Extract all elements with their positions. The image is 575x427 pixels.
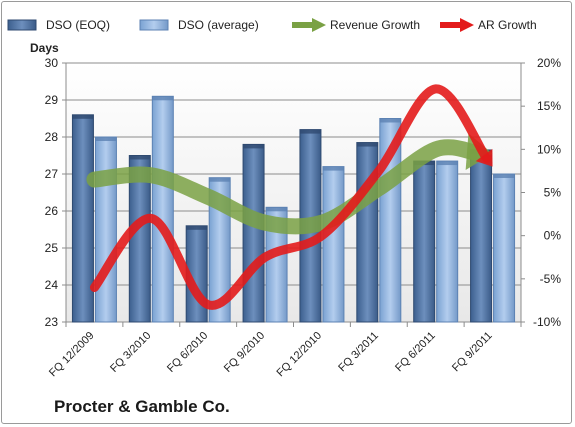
bar-dso-eoq (413, 160, 436, 323)
bar-dso-average-cap (95, 137, 117, 141)
x-tick-label: FQ 12/2010 (274, 330, 324, 380)
y-tick-label: 25 (45, 241, 59, 255)
legend-label: Revenue Growth (330, 18, 420, 32)
series-lines (86, 84, 493, 310)
bar-dso-eoq-cap (129, 155, 151, 160)
bar-dso-average (493, 173, 516, 323)
legend-label: DSO (average) (178, 18, 259, 32)
x-tick-label: FQ 3/2010 (108, 330, 153, 375)
ar-growth-arrowhead (475, 148, 493, 167)
x-tick-label: FQ 9/2010 (222, 330, 267, 375)
revenue-growth-line (86, 139, 483, 235)
y-tick-label: 26 (45, 204, 59, 218)
bar-dso-eoq-cap (186, 225, 208, 230)
y2-tick-label: -10% (533, 315, 561, 329)
bar-dso-eoq (470, 149, 493, 323)
bar-dso-eoq-cap (243, 144, 265, 149)
y2-tick-label: 15% (537, 99, 561, 113)
bar-dso-average-cap (266, 207, 288, 212)
bar-dso-average (94, 136, 117, 323)
y-tick-label: 27 (45, 167, 59, 181)
legend: DSO (EOQ) DSO (average) Revenue Growth AR G… (7, 18, 537, 32)
bar-dso-average (322, 166, 345, 323)
legend-swatch (139, 19, 169, 31)
y2-tick-label: -5% (540, 272, 562, 286)
legend-swatch (7, 19, 37, 31)
bar-dso-average-cap (379, 118, 401, 123)
y-tick-label: 23 (45, 315, 59, 329)
legend-label: AR Growth (478, 18, 537, 32)
y-tick-label: 24 (45, 278, 59, 292)
company-title: Procter & Gamble Co. (54, 397, 230, 416)
x-tick-label: FQ 3/2011 (336, 330, 381, 375)
x-tick-label: FQ 6/2011 (393, 330, 438, 375)
legend-label: DSO (EOQ) (46, 18, 110, 32)
bar-dso-average-cap (152, 96, 174, 101)
legend-arrowhead (460, 18, 474, 32)
x-tick-label: FQ 12/2009 (47, 330, 97, 380)
y2-tick-label: 5% (544, 186, 562, 200)
x-tick-label: FQ 6/2010 (165, 330, 210, 375)
y-tick-label: 30 (45, 56, 59, 70)
y2-tick-label: 10% (537, 142, 561, 156)
bar-dso-average-cap (322, 166, 344, 171)
bar-dso-eoq (242, 143, 265, 323)
y2-tick-label: 20% (537, 56, 561, 70)
bar-dso-average (436, 160, 459, 323)
bar-dso-eoq-cap (356, 142, 378, 147)
bar-dso-eoq (71, 114, 94, 323)
bar-dso-eoq-cap (72, 114, 94, 119)
legend-arrowhead (312, 18, 326, 32)
y-axis-label: Days (30, 41, 59, 55)
bar-dso-eoq-cap (299, 129, 321, 134)
y2-tick-label: 0% (544, 229, 562, 243)
bar-dso-average-cap (209, 177, 231, 182)
ar-growth-line (89, 84, 492, 310)
bar-dso-average-cap (436, 161, 458, 166)
y-tick-label: 29 (45, 93, 59, 107)
bar-dso-average-cap (493, 174, 515, 178)
x-tick-label: FQ 9/2011 (450, 330, 495, 375)
y-tick-label: 28 (45, 130, 59, 144)
bar-dso-average (151, 95, 174, 323)
